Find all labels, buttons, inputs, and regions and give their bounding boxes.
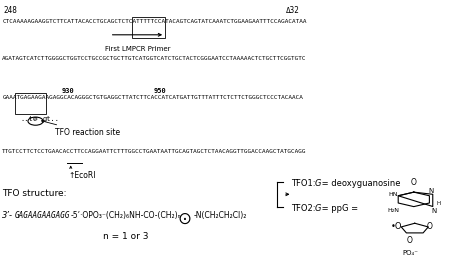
Text: TFO reaction site: TFO reaction site xyxy=(42,120,119,137)
Text: O: O xyxy=(411,178,417,187)
Text: -5’·OPO₃⁻(CH₂)₆NH-CO-(CH₂)ₙ: -5’·OPO₃⁻(CH₂)₆NH-CO-(CH₂)ₙ xyxy=(70,211,181,220)
Text: TFO2:: TFO2: xyxy=(292,205,319,214)
Bar xyxy=(132,17,165,38)
Text: gt..: gt.. xyxy=(43,115,60,122)
Text: a: a xyxy=(34,116,37,121)
Text: ↑EcoRI: ↑EcoRI xyxy=(68,172,96,180)
Text: O: O xyxy=(427,221,433,231)
Text: ..tc: ..tc xyxy=(20,115,37,122)
Text: First LMPCR Primer: First LMPCR Primer xyxy=(105,46,170,52)
Text: N: N xyxy=(428,188,434,194)
Text: = deoxyguanosine: = deoxyguanosine xyxy=(319,179,401,188)
Text: = ppG =: = ppG = xyxy=(319,205,359,214)
Text: n = 1 or 3: n = 1 or 3 xyxy=(103,232,148,241)
Text: H₂N: H₂N xyxy=(387,208,399,212)
Text: GAGAAGAAGAGG: GAGAAGAAGAGG xyxy=(14,211,70,220)
Bar xyxy=(15,93,46,114)
Text: O: O xyxy=(407,236,413,245)
Text: TFO structure:: TFO structure: xyxy=(2,189,67,198)
Text: GAAATGAGAAGAAGAGGCACAGGGCTGTGAGGCTTATCTTCACCATCATGATTGTTTATTTCTCTTCTGGGCTCCCTACA: GAAATGAGAAGAAGAGGCACAGGGCTGTGAGGCTTATCTT… xyxy=(2,95,303,100)
Text: PO₄⁻: PO₄⁻ xyxy=(402,250,418,256)
Text: HN: HN xyxy=(389,192,398,197)
Text: CTCAAAAAGAAGGTCTTCATTACACCTGCAGCTCTCATTTTTCCATACAGTCAGTATCAAATCTGGAAGAATTTCCAGAC: CTCAAAAAGAAGGTCTTCATTACACCTGCAGCTCTCATTT… xyxy=(2,19,307,24)
Text: 950: 950 xyxy=(154,88,167,94)
Text: 930: 930 xyxy=(62,88,74,94)
Text: AGATAGTCATCTTGGGGCTGGTCCTGCCGCTGCTTGTCATGGTCATCTGCTACTCGGGAATCCTAAAAACTCTGCTTCGG: AGATAGTCATCTTGGGGCTGGTCCTGCCGCTGCTTGTCAT… xyxy=(2,56,307,61)
Text: H: H xyxy=(437,201,440,206)
Text: ⊙: ⊙ xyxy=(178,210,191,228)
Text: 3’-: 3’- xyxy=(2,211,13,220)
Text: G: G xyxy=(314,179,321,188)
Text: TFO1:: TFO1: xyxy=(292,179,319,188)
Text: G: G xyxy=(314,205,321,214)
Text: -N(CH₂CH₂Cl)₂: -N(CH₂CH₂Cl)₂ xyxy=(193,211,247,220)
Text: Δ32: Δ32 xyxy=(286,6,300,15)
Text: •O: •O xyxy=(391,221,402,231)
Text: TTGTCCTTCTCCTGAACACCTTCCAGGAATTCTTTGGCCTGAATAATTGCAGTAGCTCTAACAGGTTGGACCAAGCTATG: TTGTCCTTCTCCTGAACACCTTCCAGGAATTCTTTGGCCT… xyxy=(2,148,307,154)
Text: N: N xyxy=(431,208,437,214)
Text: 248: 248 xyxy=(4,6,18,15)
